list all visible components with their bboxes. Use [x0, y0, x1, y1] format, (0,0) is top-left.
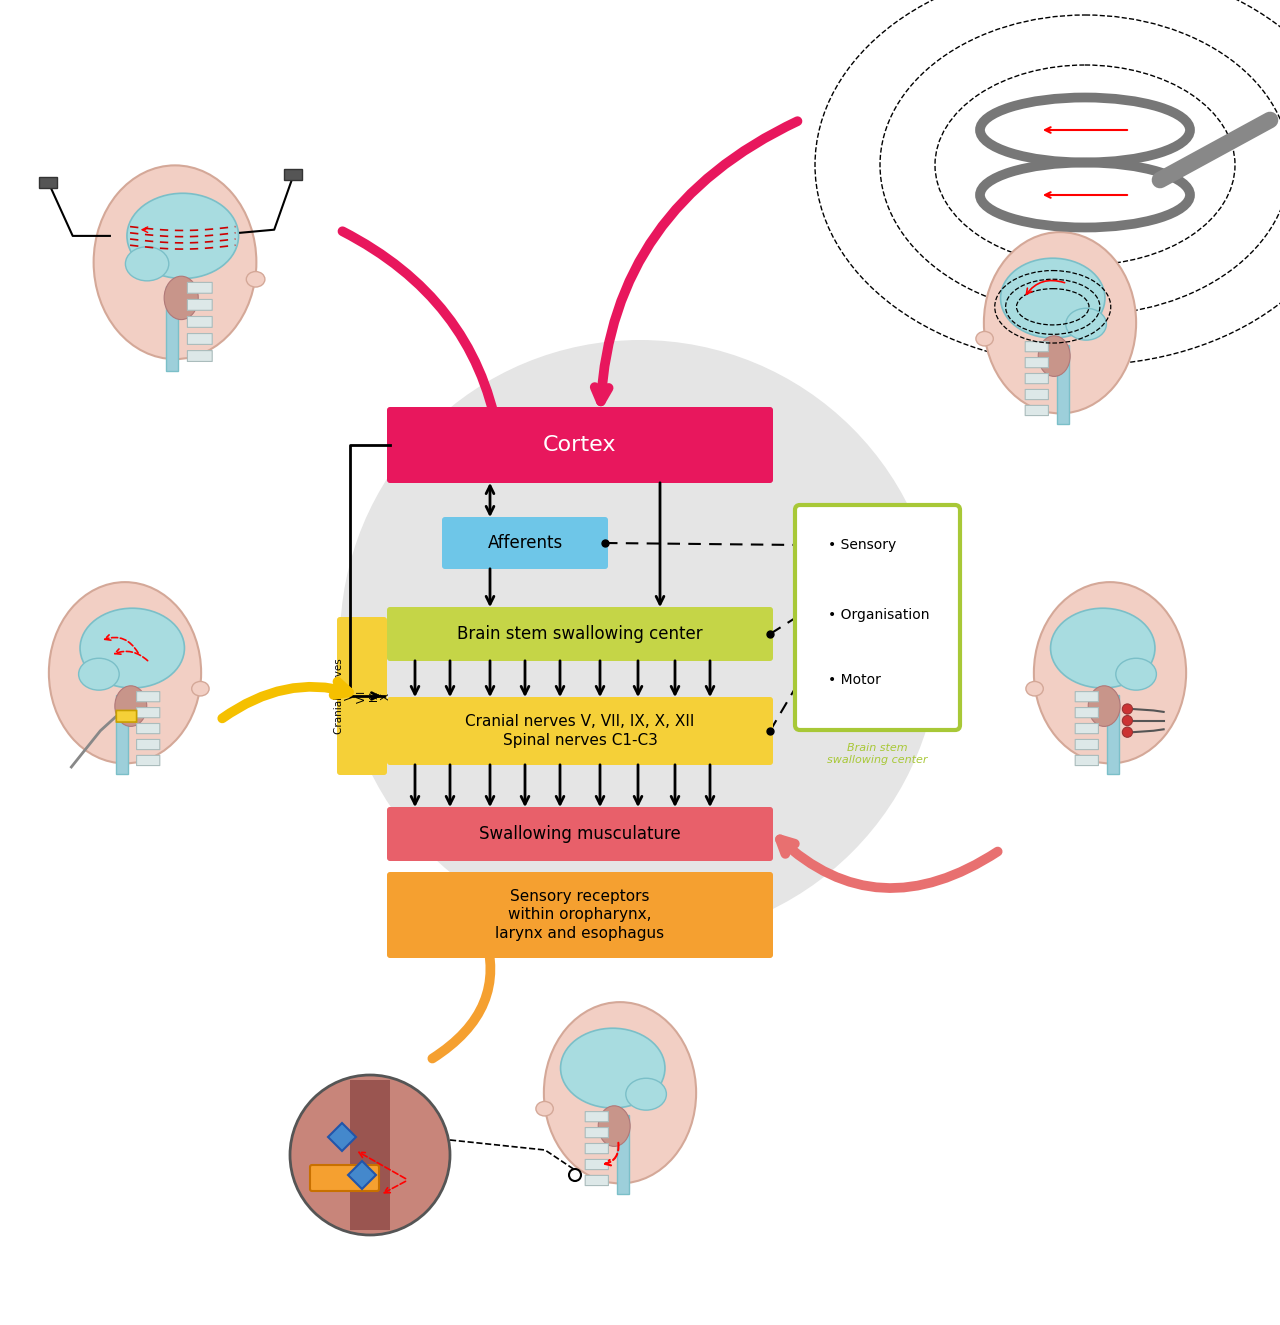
Ellipse shape: [1066, 309, 1106, 341]
Ellipse shape: [78, 659, 119, 690]
Text: ©: ©: [357, 1147, 383, 1173]
Bar: [617, 1114, 628, 1194]
Circle shape: [291, 1075, 451, 1235]
Ellipse shape: [1051, 608, 1155, 688]
Ellipse shape: [598, 1106, 630, 1146]
Ellipse shape: [1025, 681, 1043, 696]
FancyBboxPatch shape: [387, 697, 773, 765]
Text: • Sensory: • Sensory: [828, 538, 896, 553]
FancyBboxPatch shape: [116, 710, 137, 722]
Ellipse shape: [125, 246, 169, 281]
Bar: [38, 178, 58, 188]
Bar: [165, 285, 178, 371]
FancyBboxPatch shape: [310, 1165, 379, 1191]
FancyBboxPatch shape: [187, 317, 212, 327]
Text: ©: ©: [415, 431, 445, 460]
Text: ©: ©: [475, 820, 506, 849]
FancyBboxPatch shape: [1025, 358, 1048, 368]
FancyBboxPatch shape: [137, 708, 160, 718]
Ellipse shape: [1001, 258, 1105, 338]
Text: ©: ©: [475, 716, 506, 745]
Polygon shape: [348, 1161, 376, 1189]
Text: • Motor: • Motor: [828, 673, 881, 686]
Bar: [349, 1080, 390, 1230]
Text: Brain stem
swallowing center: Brain stem swallowing center: [827, 743, 928, 765]
FancyBboxPatch shape: [387, 872, 773, 958]
Circle shape: [340, 341, 940, 939]
Bar: [1107, 694, 1119, 774]
FancyBboxPatch shape: [442, 517, 608, 568]
FancyBboxPatch shape: [187, 334, 212, 344]
Ellipse shape: [1116, 659, 1156, 690]
Text: ©: ©: [554, 901, 585, 930]
Text: ©: ©: [1046, 346, 1074, 374]
Text: Afferents: Afferents: [488, 534, 563, 553]
FancyBboxPatch shape: [1075, 755, 1098, 766]
FancyBboxPatch shape: [585, 1143, 608, 1154]
FancyBboxPatch shape: [585, 1128, 608, 1138]
FancyBboxPatch shape: [137, 739, 160, 750]
Bar: [116, 694, 128, 774]
Ellipse shape: [1088, 686, 1120, 726]
Text: • Organisation: • Organisation: [828, 608, 929, 621]
FancyBboxPatch shape: [137, 692, 160, 702]
FancyBboxPatch shape: [1025, 405, 1048, 416]
Text: Cranial nerves V, VII, IX, X, XII
Spinal nerves C1-C3: Cranial nerves V, VII, IX, X, XII Spinal…: [466, 714, 695, 747]
Ellipse shape: [127, 193, 238, 278]
FancyBboxPatch shape: [137, 755, 160, 766]
Ellipse shape: [626, 1079, 667, 1110]
Text: ©: ©: [554, 431, 585, 460]
Ellipse shape: [93, 166, 256, 359]
FancyBboxPatch shape: [1075, 739, 1098, 750]
FancyBboxPatch shape: [387, 807, 773, 861]
FancyBboxPatch shape: [585, 1175, 608, 1186]
FancyBboxPatch shape: [1075, 692, 1098, 702]
Text: Cranial nerves
V
VII
IX
X: Cranial nerves V VII IX X: [334, 659, 390, 734]
FancyBboxPatch shape: [585, 1112, 608, 1122]
FancyBboxPatch shape: [795, 505, 960, 730]
Ellipse shape: [536, 1101, 553, 1116]
Text: Sensory receptors
within oropharynx,
larynx and esophagus: Sensory receptors within oropharynx, lar…: [495, 889, 664, 941]
FancyBboxPatch shape: [187, 351, 212, 362]
Ellipse shape: [246, 272, 265, 288]
FancyBboxPatch shape: [1025, 342, 1048, 351]
Polygon shape: [328, 1124, 356, 1151]
Ellipse shape: [164, 276, 198, 319]
Circle shape: [1123, 727, 1133, 737]
Text: ©: ©: [607, 1096, 634, 1124]
Ellipse shape: [1034, 582, 1187, 763]
FancyBboxPatch shape: [585, 1159, 608, 1170]
Ellipse shape: [192, 681, 209, 696]
FancyBboxPatch shape: [387, 407, 773, 484]
Ellipse shape: [984, 232, 1137, 413]
Ellipse shape: [544, 1002, 696, 1183]
Ellipse shape: [561, 1028, 664, 1108]
Text: ©: ©: [475, 901, 506, 930]
Text: ©: ©: [475, 620, 506, 649]
FancyBboxPatch shape: [1025, 374, 1048, 384]
Circle shape: [1123, 704, 1133, 714]
FancyBboxPatch shape: [1075, 723, 1098, 734]
FancyBboxPatch shape: [187, 299, 212, 310]
Text: Brain stem swallowing center: Brain stem swallowing center: [457, 625, 703, 643]
FancyBboxPatch shape: [387, 607, 773, 661]
FancyBboxPatch shape: [1075, 708, 1098, 718]
FancyBboxPatch shape: [337, 617, 387, 775]
Circle shape: [1123, 716, 1133, 726]
Text: Swallowing musculature: Swallowing musculature: [479, 825, 681, 843]
Ellipse shape: [975, 331, 993, 346]
Ellipse shape: [1038, 335, 1070, 376]
Ellipse shape: [49, 582, 201, 763]
Bar: [1057, 344, 1069, 424]
Ellipse shape: [115, 686, 147, 726]
Bar: [283, 170, 302, 180]
Text: ©: ©: [161, 276, 189, 303]
Ellipse shape: [81, 608, 184, 688]
Text: Cortex: Cortex: [543, 435, 617, 454]
FancyBboxPatch shape: [187, 282, 212, 293]
FancyBboxPatch shape: [1025, 390, 1048, 400]
FancyBboxPatch shape: [137, 723, 160, 734]
